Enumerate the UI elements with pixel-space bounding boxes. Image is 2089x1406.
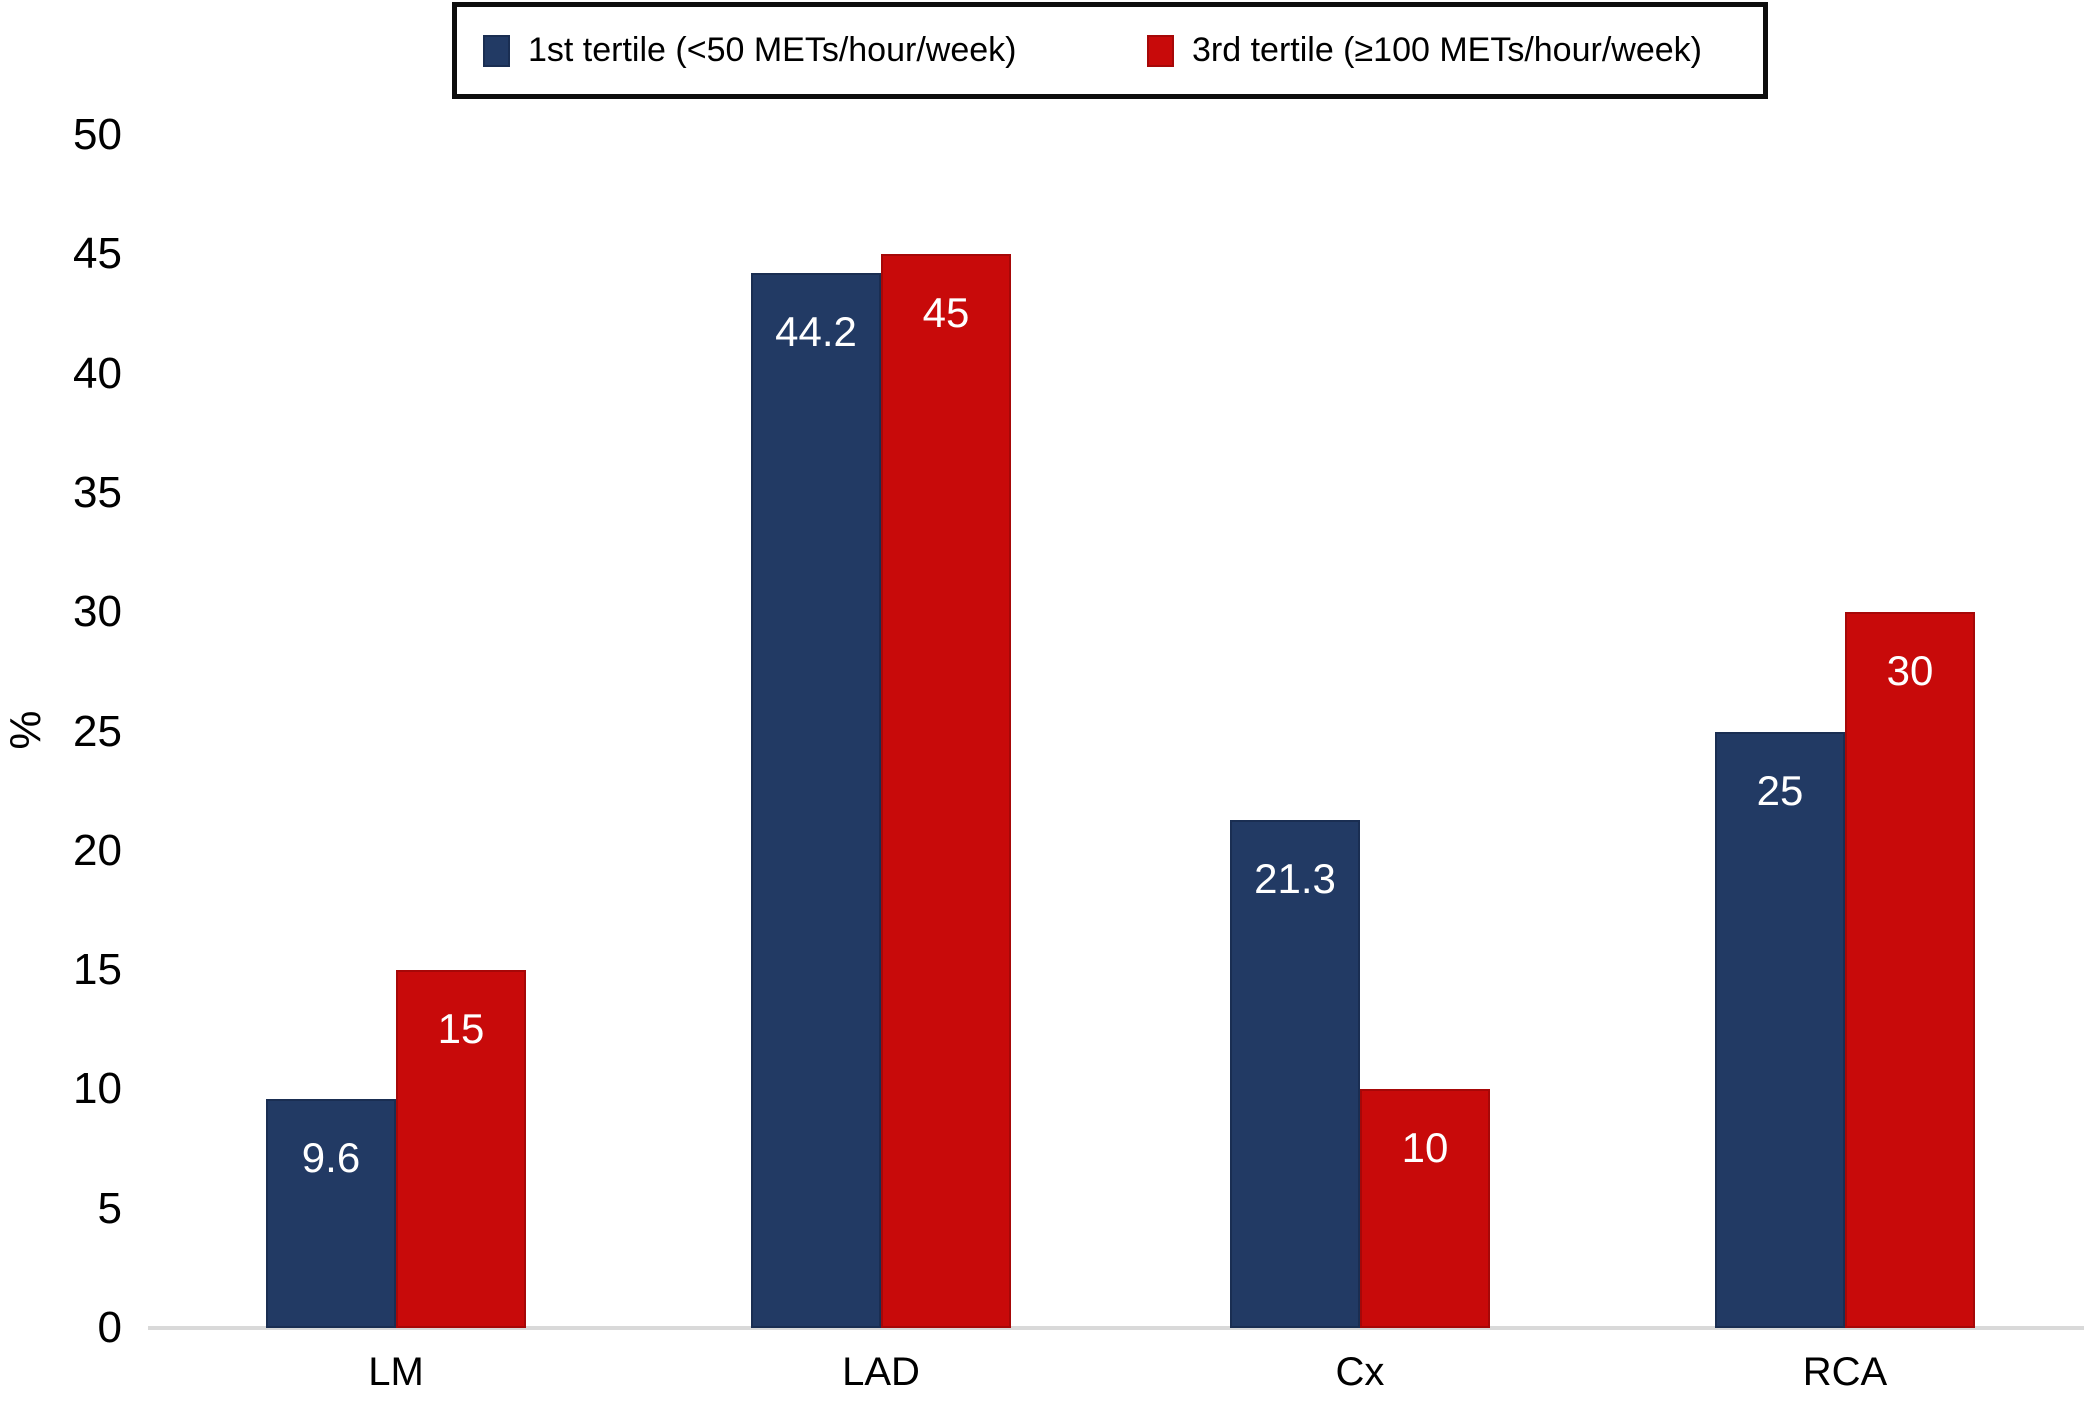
- legend-item-1st-tertile: 1st tertile (<50 METs/hour/week): [483, 7, 1016, 94]
- x-category-label: Cx: [1335, 1350, 1385, 1394]
- y-tick-label: 10: [73, 1064, 122, 1114]
- blue-swatch-icon: [483, 34, 510, 67]
- bar-3rd-tertile-cx: [1360, 1089, 1490, 1328]
- x-axis-line: [148, 1326, 2084, 1330]
- bar-value-label: 45: [922, 289, 970, 337]
- x-category-label: LAD: [842, 1350, 920, 1394]
- bar-1st-tertile-rca: [1715, 731, 1845, 1328]
- legend-item-label: 1st tertile (<50 METs/hour/week): [528, 31, 1017, 69]
- y-tick-label: 0: [97, 1303, 122, 1352]
- bar-1st-tertile-cx: [1230, 819, 1360, 1328]
- y-tick-label: 5: [97, 1183, 122, 1233]
- y-tick-label: 25: [73, 706, 122, 756]
- y-tick-label: 45: [73, 229, 122, 279]
- bar-value-label: 30: [1886, 647, 1934, 695]
- y-tick-label: 40: [73, 348, 122, 398]
- y-tick-label: 30: [73, 587, 122, 637]
- legend-item-3rd-tertile: 3rd tertile (≥100 METs/hour/week): [1147, 7, 1702, 94]
- bar-value-label: 44.2: [775, 308, 857, 356]
- bar-value-label: 10: [1401, 1124, 1449, 1172]
- bar-value-label: 21.3: [1254, 854, 1336, 902]
- bar-3rd-tertile-lad: [881, 254, 1011, 1328]
- bar-1st-tertile-lad: [751, 273, 881, 1328]
- bar-value-label: 9.6: [301, 1133, 361, 1181]
- y-tick-label: 50: [73, 110, 122, 159]
- bar-3rd-tertile-lm: [396, 970, 526, 1328]
- y-tick-label: 35: [73, 467, 122, 517]
- red-swatch-icon: [1147, 34, 1174, 67]
- bar-3rd-tertile-rca: [1845, 612, 1975, 1328]
- y-tick-label: 20: [73, 825, 122, 875]
- x-category-label: RCA: [1802, 1350, 1888, 1394]
- bar-value-label: 15: [437, 1005, 485, 1053]
- x-category-label: LM: [368, 1350, 424, 1394]
- legend-item-label: 3rd tertile (≥100 METs/hour/week): [1192, 31, 1702, 69]
- chart-legend: 1st tertile (<50 METs/hour/week) 3rd tert…: [452, 2, 1768, 99]
- bar-value-label: 25: [1756, 766, 1804, 814]
- y-tick-label: 15: [73, 945, 122, 995]
- bar-1st-tertile-lm: [266, 1098, 396, 1328]
